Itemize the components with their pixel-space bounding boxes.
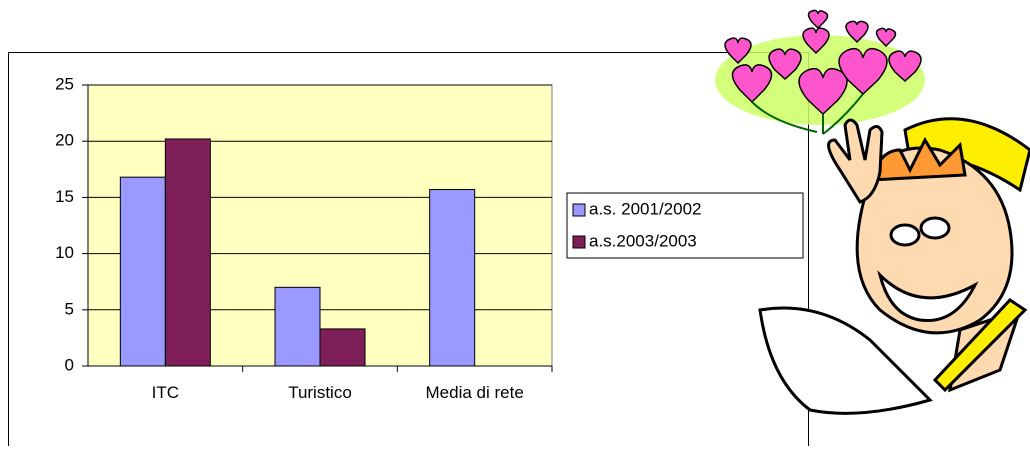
flowers-clipart: [715, 10, 925, 134]
y-tick-label: 25: [55, 74, 74, 93]
bar: [430, 190, 475, 366]
page: {"chart_data": {"type": "bar", "categori…: [0, 0, 1030, 446]
plot: 0 5 10 15 20 25 ITC Turistico Media di rete a.s. …: [55, 74, 803, 442]
boy-clipart: [760, 119, 1030, 414]
legend-swatch: [573, 204, 585, 216]
x-tick-label-box: ITC: [105, 382, 225, 442]
x-tick-label: Media di rete: [415, 382, 535, 404]
bar: [275, 287, 320, 366]
legend-swatch: [573, 236, 585, 248]
y-tick-label: 0: [65, 355, 74, 374]
x-tick-label-box: Turistico: [260, 382, 380, 442]
x-tick-label: Turistico: [260, 382, 380, 404]
y-tick-label: 10: [55, 243, 74, 262]
bar: [320, 329, 365, 366]
y-tick-label: 15: [55, 187, 74, 206]
bar: [165, 139, 210, 366]
chart: 0 5 10 15 20 25 ITC Turistico Media di rete a.s. …: [0, 0, 1030, 446]
legend-label: a.s.2003/2003: [589, 231, 697, 250]
y-tick-label: 20: [55, 131, 74, 150]
legend-label: a.s. 2001/2002: [589, 199, 701, 218]
x-tick-label-box: Media di rete: [415, 382, 535, 442]
bar: [120, 177, 165, 366]
y-tick-label: 5: [65, 299, 74, 318]
x-tick-label: ITC: [105, 382, 225, 404]
